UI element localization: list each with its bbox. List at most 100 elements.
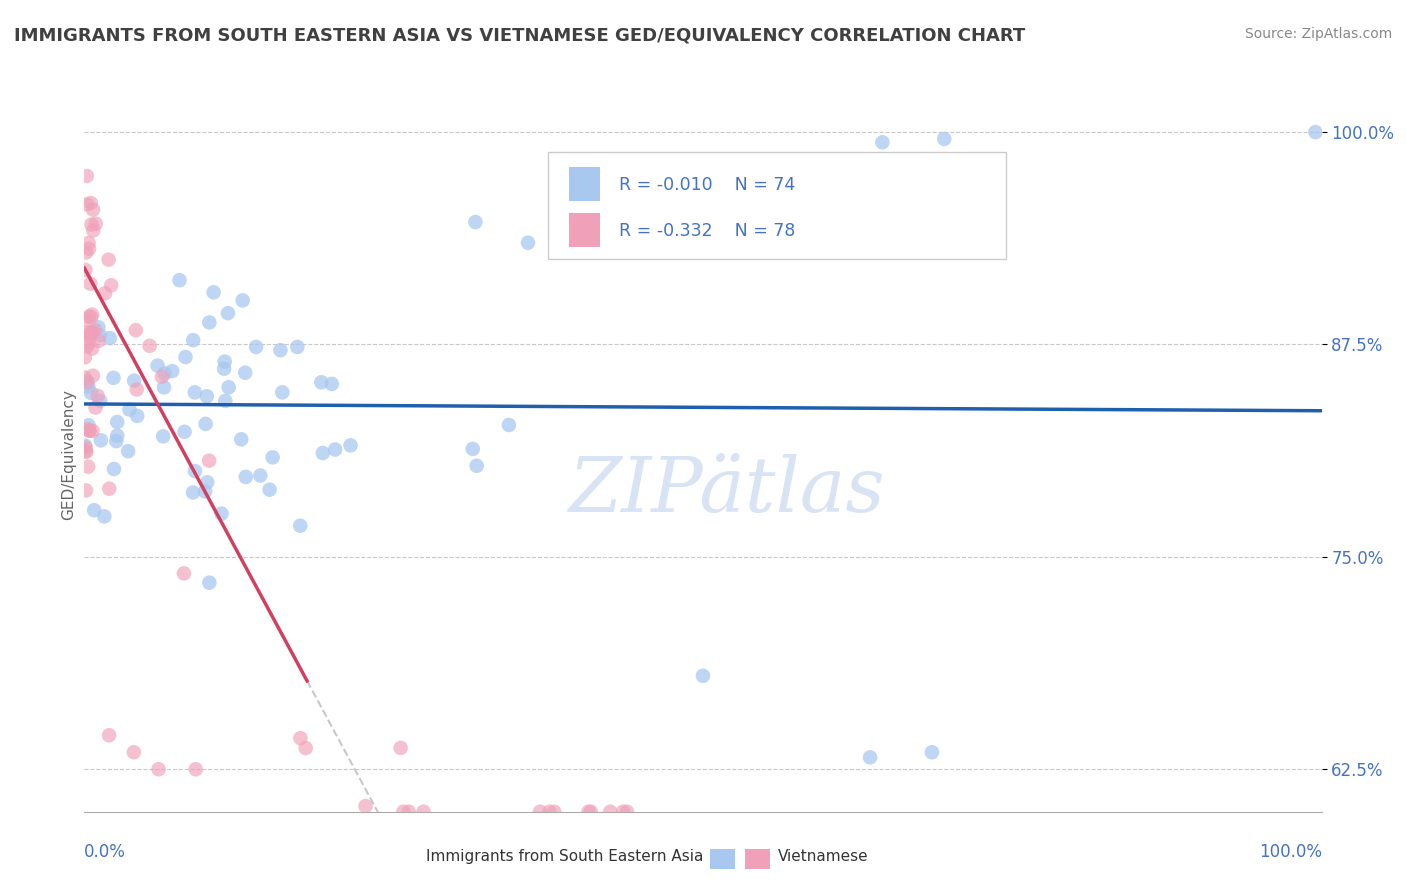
- Point: [79, 326, 101, 340]
- Point: [75, 444, 97, 458]
- Point: [218, 380, 240, 394]
- Point: [77, 459, 100, 474]
- Point: [75, 263, 97, 277]
- Point: [398, 805, 420, 819]
- Point: [105, 434, 128, 449]
- Point: [76, 197, 98, 211]
- Point: [321, 376, 343, 391]
- Point: [354, 799, 377, 814]
- Point: [80, 196, 103, 211]
- Point: [80, 310, 103, 324]
- Point: [82, 308, 104, 322]
- Point: [290, 518, 312, 533]
- Point: [77, 422, 100, 436]
- Point: [97, 252, 120, 267]
- Point: [312, 446, 335, 460]
- Point: [75, 441, 97, 455]
- Point: [872, 136, 894, 150]
- Point: [692, 669, 714, 683]
- Point: [125, 383, 148, 397]
- Point: [76, 376, 98, 390]
- Point: [173, 566, 195, 581]
- Bar: [569, 213, 600, 247]
- Point: [153, 367, 176, 381]
- Point: [198, 453, 221, 467]
- Point: [118, 402, 141, 417]
- Point: [195, 475, 218, 490]
- Text: IMMIGRANTS FROM SOUTH EASTERN ASIA VS VIETNAMESE GED/EQUIVALENCY CORRELATION CHA: IMMIGRANTS FROM SOUTH EASTERN ASIA VS VI…: [14, 27, 1025, 45]
- Point: [311, 376, 333, 390]
- Point: [84, 217, 107, 231]
- Point: [921, 745, 943, 759]
- Text: Vietnamese: Vietnamese: [778, 849, 868, 863]
- Point: [465, 458, 488, 473]
- Point: [517, 235, 540, 250]
- Point: [173, 425, 195, 439]
- Point: [290, 731, 312, 746]
- Point: [77, 310, 100, 324]
- Point: [285, 340, 308, 354]
- Point: [578, 805, 600, 819]
- Point: [103, 371, 125, 385]
- Point: [529, 805, 551, 819]
- Point: [194, 484, 217, 499]
- Point: [579, 805, 602, 819]
- Point: [169, 273, 191, 287]
- Point: [90, 434, 112, 448]
- Point: [198, 316, 221, 330]
- Point: [214, 393, 236, 408]
- Point: [82, 202, 104, 217]
- Point: [412, 805, 434, 819]
- Point: [77, 235, 100, 250]
- Bar: [569, 167, 600, 202]
- Point: [160, 364, 183, 378]
- Point: [235, 470, 257, 484]
- Point: [184, 385, 207, 400]
- Text: Source: ZipAtlas.com: Source: ZipAtlas.com: [1244, 27, 1392, 41]
- Point: [73, 439, 96, 453]
- Point: [80, 326, 103, 340]
- Point: [616, 805, 638, 819]
- Point: [543, 805, 565, 819]
- Point: [195, 389, 218, 403]
- Point: [153, 380, 176, 394]
- Point: [125, 323, 148, 337]
- Point: [77, 418, 100, 433]
- Point: [127, 409, 149, 423]
- Point: [464, 215, 486, 229]
- Point: [271, 385, 294, 400]
- Point: [146, 359, 169, 373]
- Point: [75, 444, 97, 458]
- Point: [389, 740, 412, 755]
- Point: [80, 386, 103, 401]
- Point: [89, 393, 111, 408]
- Point: [83, 503, 105, 517]
- Point: [392, 805, 415, 819]
- Point: [599, 805, 621, 819]
- Point: [73, 370, 96, 384]
- Point: [98, 728, 121, 742]
- Point: [77, 379, 100, 393]
- Point: [612, 805, 634, 819]
- Point: [498, 417, 520, 432]
- Point: [79, 277, 101, 291]
- Point: [212, 361, 235, 376]
- Point: [294, 741, 316, 756]
- Point: [75, 245, 97, 260]
- Point: [245, 340, 267, 354]
- Point: [79, 329, 101, 343]
- Point: [82, 223, 104, 237]
- Text: Immigrants from South Eastern Asia: Immigrants from South Eastern Asia: [426, 849, 703, 863]
- Point: [98, 331, 121, 345]
- Point: [211, 507, 233, 521]
- Point: [859, 750, 882, 764]
- Point: [86, 389, 108, 403]
- Point: [233, 366, 256, 380]
- Point: [249, 468, 271, 483]
- Point: [122, 374, 145, 388]
- Point: [138, 339, 160, 353]
- Point: [76, 169, 98, 183]
- Text: R = -0.332    N = 78: R = -0.332 N = 78: [619, 222, 796, 240]
- Point: [152, 429, 174, 443]
- FancyBboxPatch shape: [548, 152, 1007, 259]
